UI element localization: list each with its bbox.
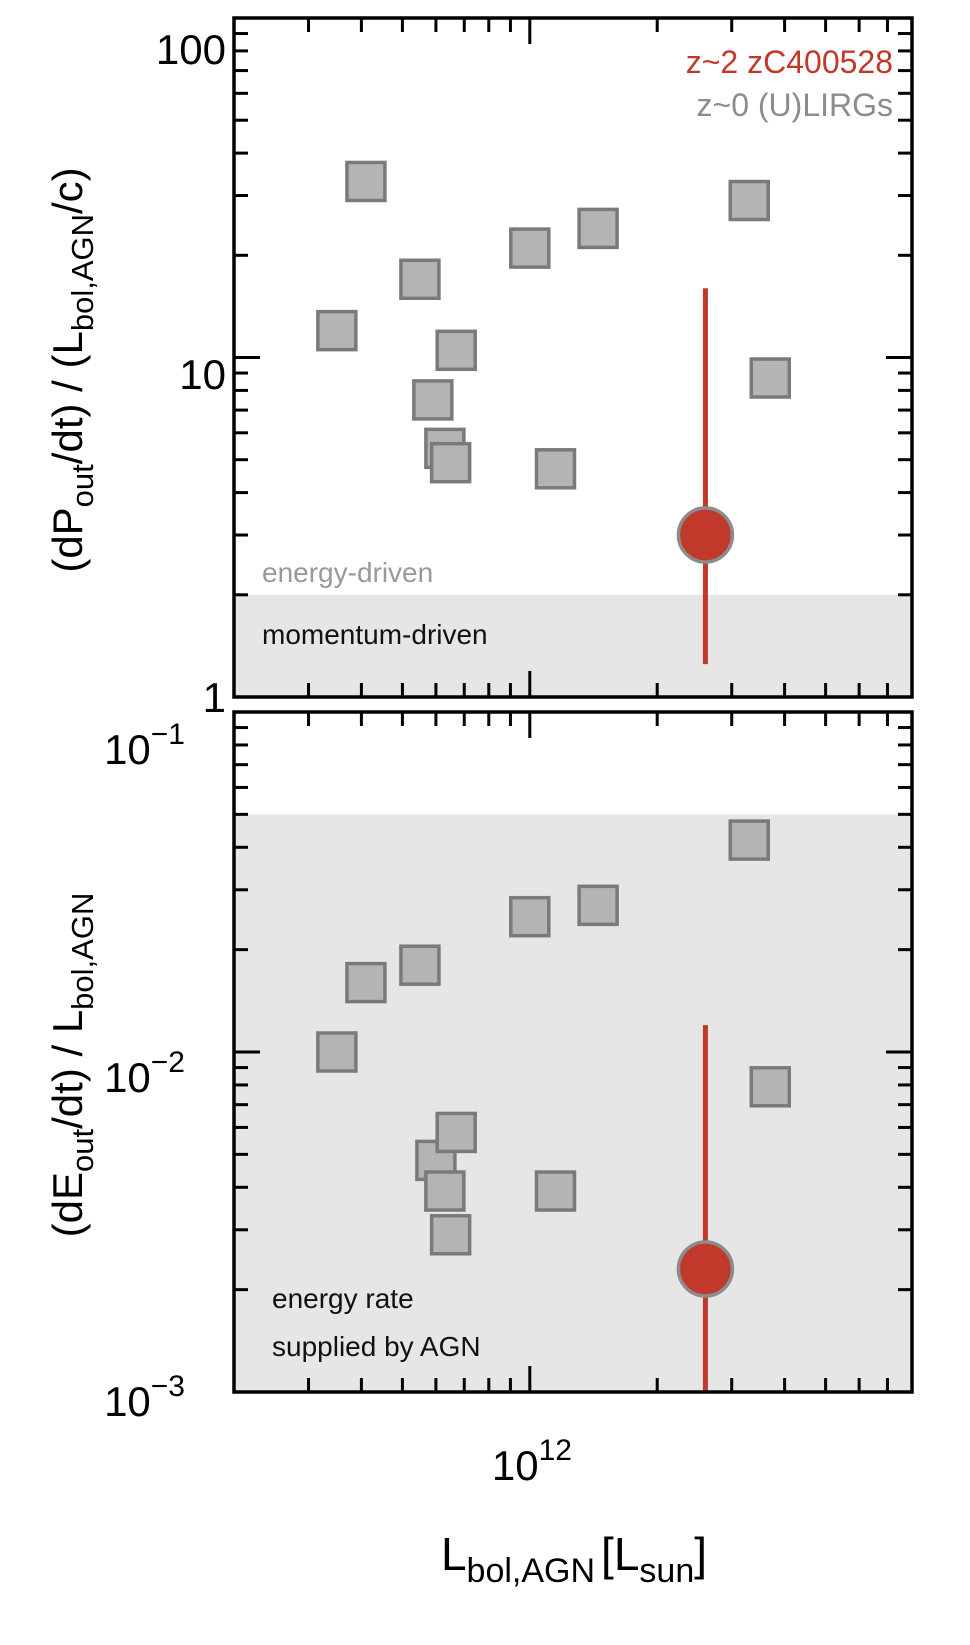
bottom-ytick-label-0.001: 10−3 <box>104 1370 185 1425</box>
ulirg-point <box>534 1170 577 1212</box>
bottom-ylabel-part1: (dE <box>44 1172 91 1237</box>
top-plot-frame <box>232 16 914 699</box>
top-marks <box>316 160 792 665</box>
top-ylabel: (dPout/dt) / (Lbol,AGN/c) <box>44 167 100 572</box>
xtick-label-1e12: 1012 <box>492 1434 572 1489</box>
ulirg-point <box>577 884 619 927</box>
ulirg-point <box>316 309 358 352</box>
bottom-ytick-label-0.01: 10−2 <box>104 1046 185 1101</box>
top-ytick-label-100: 100 <box>156 26 226 73</box>
top-ytick-label-10: 10 <box>179 351 226 398</box>
ulirg-point <box>424 1170 466 1212</box>
x-axis-label-main: L <box>441 1528 467 1580</box>
top-ticks <box>234 16 912 699</box>
ulirg-point <box>749 1066 792 1108</box>
x-axis-label-bracket-close: ] <box>694 1528 707 1580</box>
top-momentum-driven-region <box>234 594 912 697</box>
ulirg-point <box>399 944 441 986</box>
bottom-ytick-exp-0.01: −2 <box>151 1046 185 1079</box>
ulirg-point <box>412 379 454 421</box>
ulirg-point <box>509 895 551 938</box>
ulirg-point <box>345 160 387 203</box>
legend-entry-zc400528: z~2 zC400528 <box>686 44 893 80</box>
momentum-driven-label: momentum-driven <box>262 619 488 650</box>
legend-entry-ulirgs: z~0 (U)LIRGs <box>697 87 893 123</box>
zc400528-point <box>676 506 735 564</box>
ulirg-point <box>429 1214 472 1256</box>
bottom-plot-frame <box>232 710 914 1394</box>
ulirg-point <box>534 448 577 490</box>
x-axis-label-bracket-sub: sun <box>639 1552 694 1590</box>
bottom-ytick-base-0.001: 10 <box>104 1378 151 1425</box>
x-axis-label: Lbol,AGN [Lsun] <box>441 1528 707 1590</box>
zc400528-point <box>676 1240 735 1298</box>
bottom-ytick-base-0.1: 10 <box>104 726 151 773</box>
x-axis-label-bracket-open: [L <box>601 1528 639 1580</box>
ulirg-point <box>316 1031 358 1073</box>
bottom-ylabel-sub2: bol,AGN <box>65 893 100 1010</box>
bottom-ticks <box>234 710 912 1394</box>
ulirg-point <box>728 819 770 861</box>
bottom-ytick-label-0.1: 10−1 <box>104 718 185 773</box>
bottom-ytick-base-0.01: 10 <box>104 1054 151 1101</box>
xtick-exp: 12 <box>539 1434 572 1467</box>
xtick-base: 10 <box>492 1442 539 1489</box>
ulirg-point <box>435 329 477 372</box>
top-ylabel-sub2: bol,AGN <box>65 214 100 331</box>
ulirg-point <box>345 961 387 1004</box>
bottom-ytick-exp-0.001: −3 <box>151 1370 185 1403</box>
bottom-ylabel-sub1: out <box>65 1129 100 1172</box>
ulirg-point <box>577 207 619 250</box>
bottom-ytick-exp-0.1: −1 <box>151 718 185 751</box>
energy-rate-label-line2: supplied by AGN <box>272 1331 481 1362</box>
ulirg-point <box>435 1111 477 1154</box>
energy-rate-label-line1: energy rate <box>272 1283 414 1314</box>
ulirg-point <box>429 441 472 484</box>
energy-driven-label: energy-driven <box>262 557 433 588</box>
bottom-ylabel-part2: /dt) / L <box>44 1010 91 1129</box>
top-ylabel-part2: /dt) / (L <box>44 331 91 464</box>
bottom-agn-energy-region <box>234 814 912 1392</box>
panel-top: energy-driven momentum-driven z~2 zC4005… <box>44 16 914 721</box>
ulirg-point <box>509 227 551 269</box>
ulirg-point <box>728 179 770 222</box>
bottom-marks <box>316 819 792 1392</box>
panel-bottom: energy rate supplied by AGN 10−1 10−2 10… <box>44 710 914 1425</box>
top-ylabel-part3: /c) <box>44 167 91 214</box>
top-ytick-label-1: 1 <box>203 674 226 721</box>
ulirg-point <box>749 357 792 399</box>
top-ylabel-part1: (dP <box>44 507 91 572</box>
x-axis-label-sub: bol,AGN <box>467 1552 596 1590</box>
ulirg-point <box>399 258 441 301</box>
bottom-ylabel: (dEout/dt) / Lbol,AGN <box>44 893 100 1238</box>
top-ylabel-sub1: out <box>65 464 100 507</box>
